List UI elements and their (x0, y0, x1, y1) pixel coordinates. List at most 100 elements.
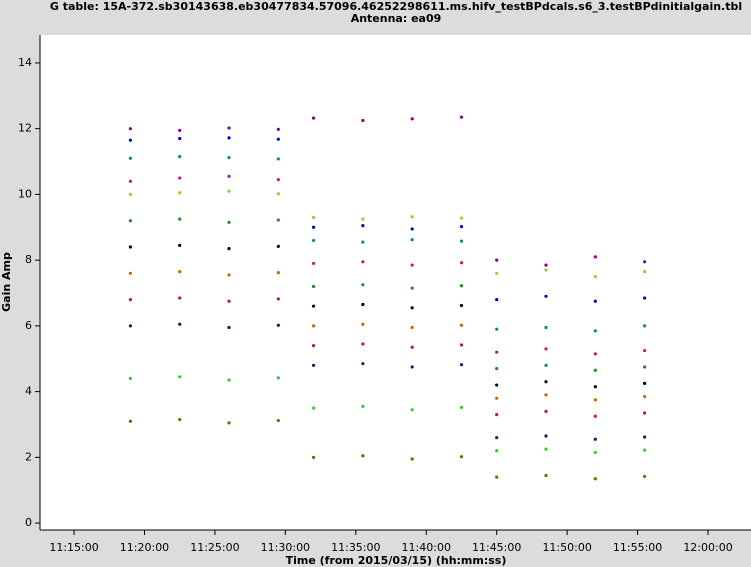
point (311, 215, 316, 220)
point (544, 447, 548, 451)
point (544, 325, 548, 330)
point (361, 362, 365, 366)
point (410, 286, 414, 290)
point (593, 255, 597, 259)
point (178, 322, 182, 326)
point (643, 365, 647, 369)
point (593, 414, 597, 418)
y-tick-label: 12 (18, 122, 32, 135)
point (276, 271, 280, 275)
y-tick-label: 4 (25, 385, 32, 398)
point (410, 263, 414, 267)
point (361, 224, 365, 228)
point (178, 217, 182, 221)
x-tick-label: 11:45:00 (472, 541, 521, 554)
point (361, 404, 365, 409)
point (593, 368, 597, 372)
point (410, 227, 414, 231)
point (311, 324, 316, 328)
point (361, 240, 365, 244)
point (544, 473, 548, 478)
point (128, 271, 133, 275)
point (227, 126, 231, 130)
point (495, 350, 499, 354)
point (410, 345, 414, 349)
point (276, 178, 280, 182)
point (178, 128, 182, 132)
point (178, 375, 182, 379)
point (643, 394, 647, 399)
point (128, 419, 133, 423)
point (276, 297, 280, 301)
point (128, 324, 133, 328)
point (544, 294, 548, 298)
point (544, 347, 548, 351)
point (361, 454, 365, 458)
point (410, 306, 414, 310)
point (459, 363, 464, 367)
point (410, 117, 414, 121)
point (361, 322, 365, 326)
point (643, 324, 647, 328)
point (643, 296, 647, 300)
x-tick-label: 11:20:00 (120, 541, 169, 554)
point (227, 247, 231, 251)
point (495, 449, 499, 453)
point (311, 225, 316, 229)
point (643, 260, 647, 264)
x-axis-label: Time (from 2015/03/15) (hh:mm:ss) (286, 554, 507, 567)
point (361, 118, 365, 123)
point (593, 274, 597, 279)
point (593, 352, 597, 356)
point (311, 284, 316, 289)
point (459, 323, 464, 327)
point (128, 138, 133, 142)
point (361, 302, 365, 307)
point (178, 296, 182, 300)
point (178, 155, 182, 159)
point (593, 398, 597, 402)
point (361, 217, 365, 221)
point (643, 411, 647, 415)
point (178, 417, 182, 422)
point (276, 137, 280, 141)
point (495, 396, 499, 400)
point (311, 116, 316, 120)
point (459, 216, 464, 220)
point (178, 191, 182, 195)
point (495, 436, 499, 440)
y-tick-label: 2 (25, 450, 32, 463)
point (544, 263, 548, 267)
point (128, 179, 133, 183)
point (276, 244, 280, 248)
point (361, 260, 365, 264)
point (227, 421, 231, 425)
x-tick-label: 11:50:00 (542, 541, 591, 554)
point (227, 273, 231, 277)
point (593, 477, 597, 481)
point (227, 174, 231, 178)
point (459, 405, 464, 410)
point (593, 299, 597, 303)
point (276, 323, 280, 327)
point (227, 299, 231, 303)
point (311, 238, 316, 243)
chart-subtitle: Antenna: ea09 (351, 12, 442, 25)
point (276, 192, 280, 196)
point (495, 271, 499, 275)
point (361, 283, 365, 287)
point (544, 409, 548, 413)
point (410, 215, 414, 219)
point (593, 437, 597, 441)
x-tick-label: 11:15:00 (49, 541, 98, 554)
point (276, 218, 280, 222)
y-axis-label: Gain Amp (0, 252, 13, 312)
point (544, 434, 548, 438)
point (128, 219, 133, 223)
point (459, 225, 464, 229)
point (128, 245, 133, 249)
point (227, 155, 231, 160)
point (128, 192, 133, 197)
point (495, 475, 499, 479)
